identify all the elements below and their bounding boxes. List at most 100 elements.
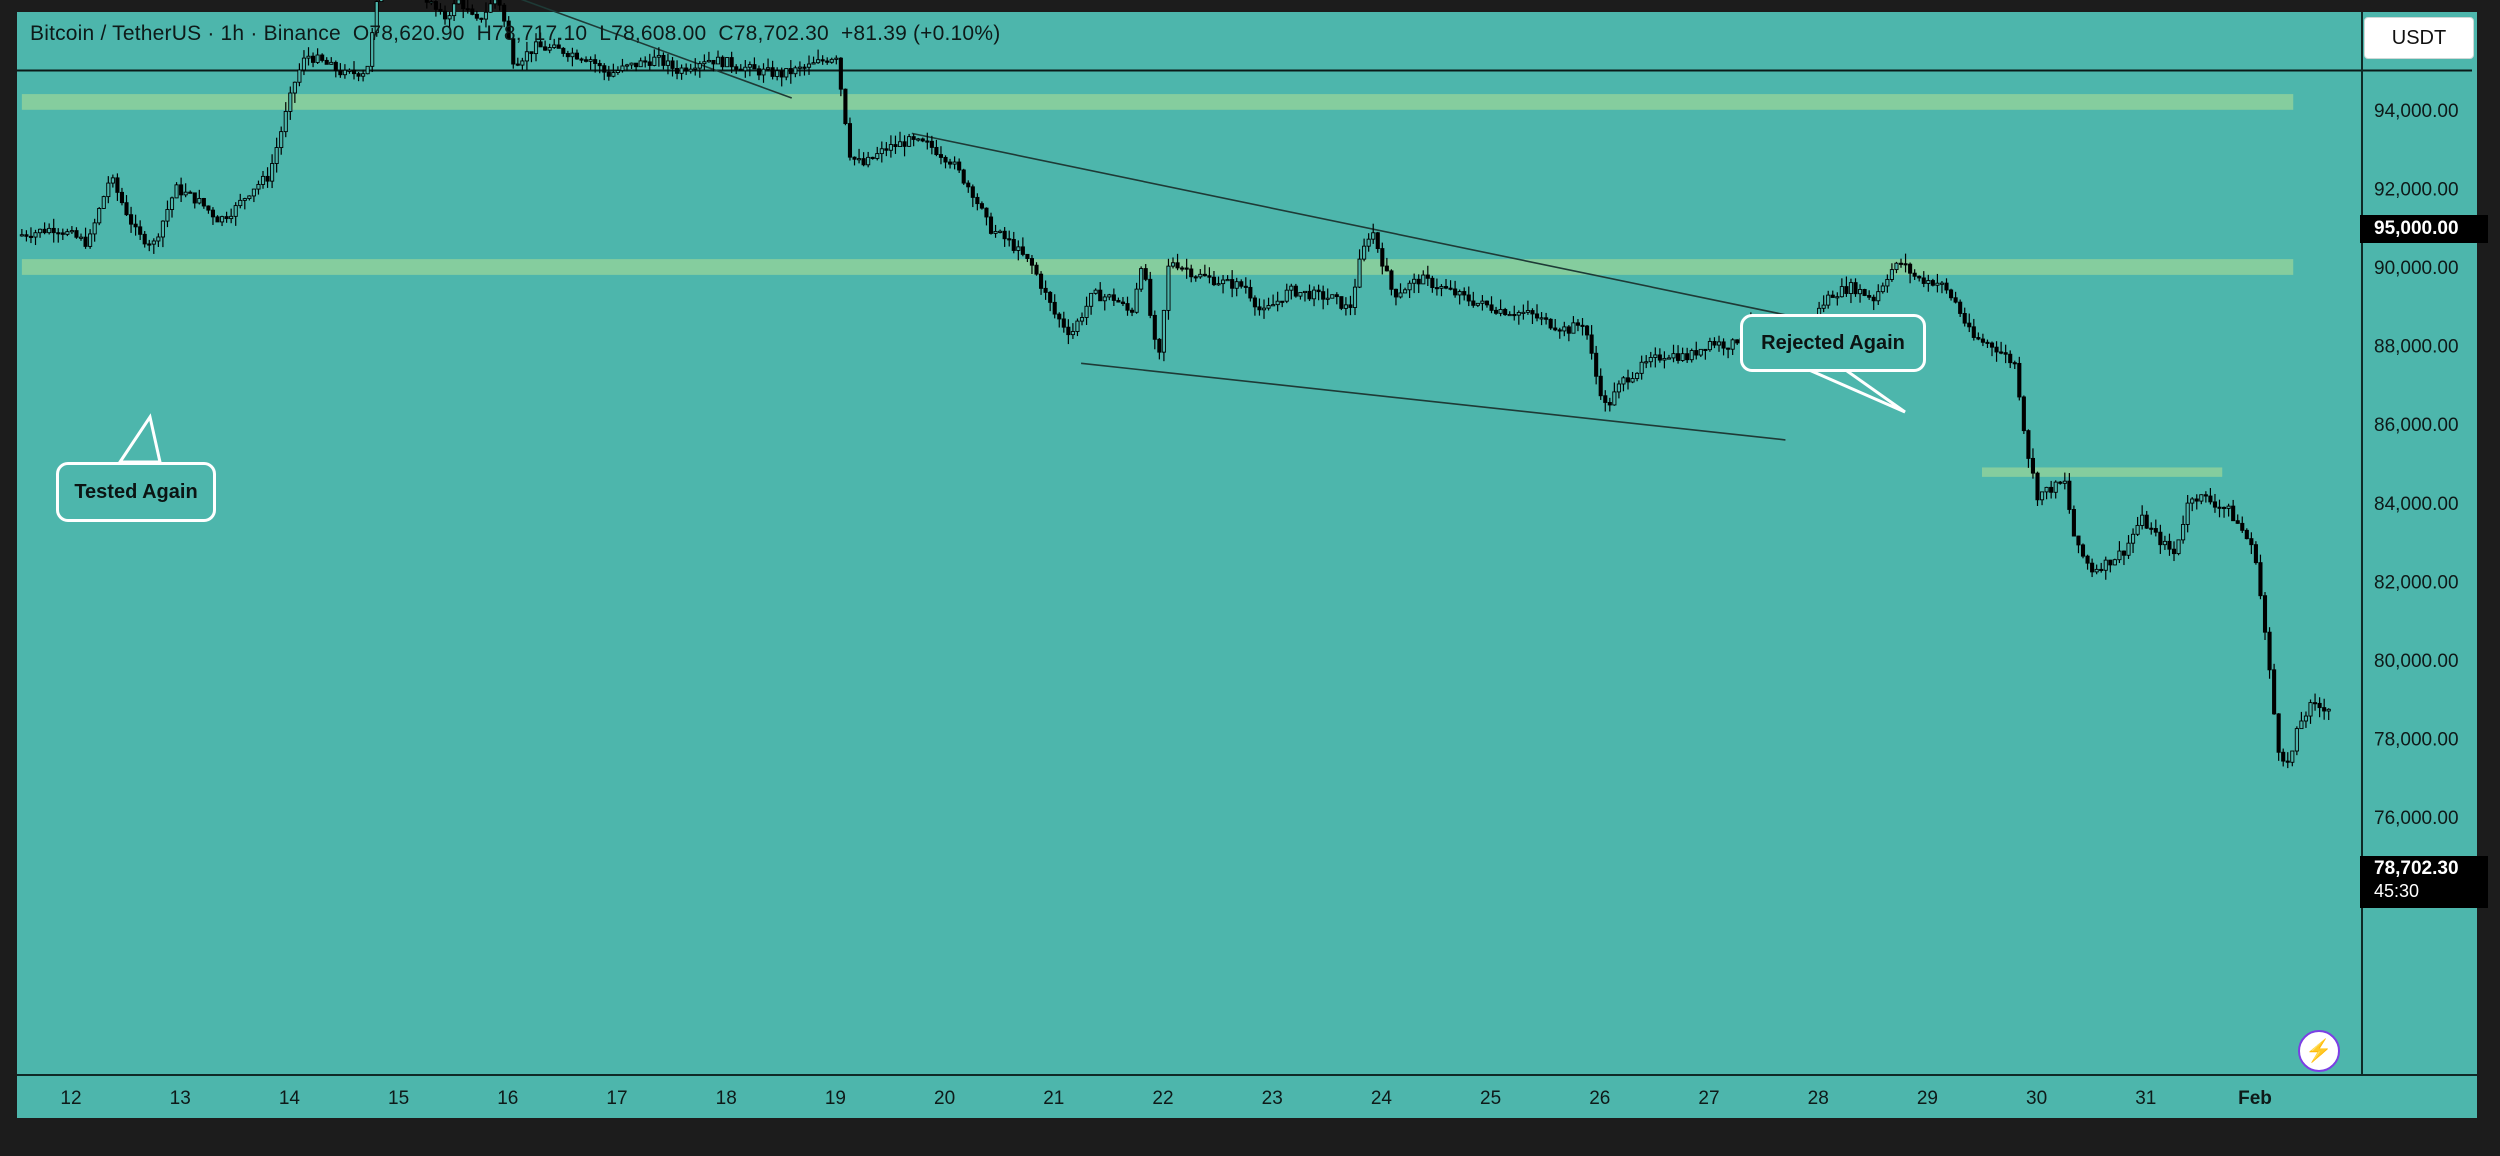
candle-body bbox=[1280, 300, 1285, 303]
candle-body bbox=[1193, 276, 1198, 279]
candle-body bbox=[1271, 304, 1276, 307]
candle-body bbox=[1252, 297, 1257, 308]
candle-body bbox=[857, 158, 862, 161]
candle-body bbox=[1630, 378, 1635, 383]
candle-body bbox=[174, 184, 179, 199]
candle-body bbox=[2208, 495, 2213, 503]
candle-body bbox=[1025, 253, 1030, 259]
candle-body bbox=[1029, 258, 1035, 266]
candle-body bbox=[1362, 245, 1367, 260]
candle-body bbox=[916, 138, 921, 141]
x-tick-label: 24 bbox=[1371, 1088, 1393, 1109]
candle-body bbox=[324, 59, 329, 65]
currency-button[interactable]: USDT bbox=[2364, 17, 2474, 59]
candle-body bbox=[1594, 352, 1599, 377]
candle-body bbox=[201, 197, 206, 207]
candle-body bbox=[2076, 535, 2081, 546]
candle-body bbox=[1125, 303, 1130, 311]
candle-body bbox=[1716, 341, 1722, 346]
candle-body bbox=[1639, 361, 1644, 374]
candle-body bbox=[770, 67, 775, 77]
candle-body bbox=[1844, 286, 1849, 294]
candle-body bbox=[2140, 514, 2145, 526]
candle-body bbox=[1889, 269, 1894, 280]
candle-body bbox=[879, 148, 884, 155]
candle-body bbox=[1471, 300, 1476, 306]
candle-body bbox=[433, 1, 438, 10]
candle-body bbox=[2062, 480, 2067, 484]
candle-body bbox=[442, 10, 448, 20]
candle-body bbox=[502, 4, 507, 22]
candle-body bbox=[2058, 481, 2063, 484]
candle-body bbox=[2049, 486, 2054, 493]
candle-body bbox=[1170, 262, 1176, 267]
candle-body bbox=[69, 230, 74, 233]
candle-body bbox=[606, 71, 611, 77]
candle-body bbox=[934, 146, 939, 155]
candle-body bbox=[1562, 326, 1567, 332]
candle-body bbox=[2112, 559, 2117, 566]
candle-body bbox=[78, 236, 84, 239]
candle-body bbox=[1075, 320, 1080, 332]
candle-body bbox=[1726, 347, 1731, 350]
candle-body bbox=[1248, 286, 1253, 299]
candle-body bbox=[488, 3, 493, 13]
candle-body bbox=[215, 216, 220, 223]
chart-panel[interactable] bbox=[17, 12, 2477, 1118]
candle-body bbox=[1921, 277, 1926, 284]
candle-body bbox=[1685, 353, 1690, 361]
candle-body bbox=[1330, 294, 1335, 299]
candle-body bbox=[1130, 309, 1135, 313]
candle-body bbox=[797, 66, 802, 69]
x-tick-label: 13 bbox=[170, 1088, 191, 1109]
candle-body bbox=[652, 56, 657, 66]
candle-body bbox=[1621, 377, 1626, 385]
candle-body bbox=[2262, 595, 2268, 633]
candle-body bbox=[847, 123, 853, 158]
candle-body bbox=[615, 70, 620, 73]
candle-body bbox=[2035, 472, 2040, 501]
candle-body bbox=[1653, 354, 1658, 358]
candle-body bbox=[679, 67, 684, 74]
candle-body bbox=[1443, 286, 1449, 289]
candle-body bbox=[1348, 304, 1353, 308]
candle-body bbox=[42, 228, 47, 234]
y-tick-label: 84,000.00 bbox=[2374, 494, 2459, 515]
candle-body bbox=[233, 205, 238, 217]
candle-body bbox=[2176, 539, 2181, 555]
bar-countdown: 45:30 bbox=[2374, 881, 2420, 901]
candle-body bbox=[779, 70, 784, 78]
candle-body bbox=[1261, 307, 1267, 311]
candle-body bbox=[1393, 288, 1399, 298]
candle-body bbox=[1148, 278, 1153, 316]
rejected-again-pointer bbox=[1799, 364, 1906, 414]
candle-body bbox=[156, 236, 161, 242]
candle-body bbox=[2326, 708, 2331, 712]
candle-body bbox=[993, 231, 998, 234]
candle-body bbox=[975, 196, 980, 205]
candle-body bbox=[588, 59, 593, 62]
candle-body bbox=[597, 63, 602, 67]
candle-body bbox=[1553, 327, 1558, 331]
candle-body bbox=[1676, 353, 1681, 361]
candle-body bbox=[1521, 311, 1526, 314]
x-tick-label: 26 bbox=[1589, 1088, 1610, 1109]
candle-body bbox=[2067, 480, 2072, 510]
candle-body bbox=[852, 156, 857, 160]
candle-body bbox=[1885, 278, 1890, 287]
candle-body bbox=[734, 66, 739, 70]
candle-body bbox=[1534, 313, 1540, 319]
candle-body bbox=[820, 59, 825, 62]
candle-body bbox=[1312, 289, 1317, 300]
candle-body bbox=[1216, 283, 1221, 286]
candle-body bbox=[870, 156, 875, 160]
candle-body bbox=[1152, 314, 1157, 340]
candle-body bbox=[110, 177, 115, 184]
candle-body bbox=[2026, 430, 2031, 459]
candle-body bbox=[470, 8, 475, 15]
candle-body bbox=[1657, 354, 1662, 361]
candle-body bbox=[2099, 568, 2104, 572]
candles bbox=[19, 0, 2331, 769]
lightning-bolt-icon[interactable]: ⚡ bbox=[2298, 1030, 2340, 1072]
